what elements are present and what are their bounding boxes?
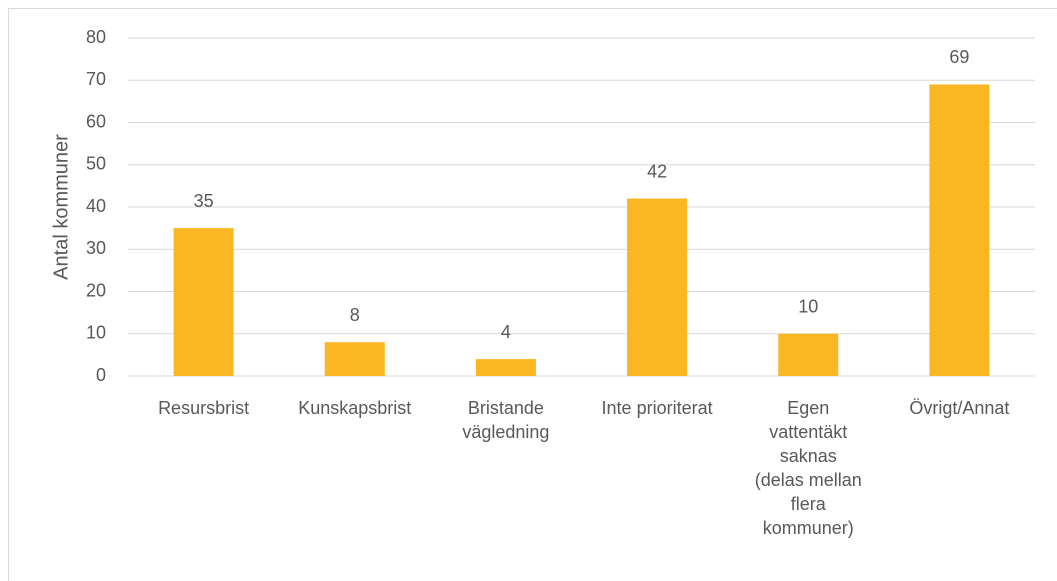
data-label: 10: [798, 297, 818, 317]
data-label: 69: [949, 47, 969, 67]
data-label: 42: [647, 161, 667, 181]
data-label: 4: [501, 322, 511, 342]
chart-border: [8, 8, 1057, 581]
bar: [173, 228, 234, 376]
bar: [627, 198, 688, 376]
bar: [778, 333, 839, 376]
x-tick-label: Resursbrist: [158, 398, 250, 418]
x-tick-label: Egen vattentäkt saknas (delas mellan fle…: [754, 398, 862, 538]
y-tick-label: 80: [86, 27, 106, 47]
y-tick-label: 30: [86, 238, 106, 258]
y-tick-label: 70: [86, 69, 106, 89]
y-tick-label: 10: [86, 323, 106, 343]
y-tick-label: 50: [86, 154, 106, 174]
y-tick-label: 20: [86, 280, 106, 300]
x-tick-label: Kunskapsbrist: [298, 398, 412, 418]
bar: [929, 84, 990, 376]
data-label: 8: [350, 305, 360, 325]
bar: [475, 359, 536, 376]
bar: [324, 342, 385, 376]
x-tick-label: Bristande vägledning: [462, 398, 550, 442]
data-label: 35: [194, 191, 214, 211]
y-tick-label: 0: [96, 365, 106, 385]
y-tick-label: 40: [86, 196, 106, 216]
y-tick-label: 60: [86, 111, 106, 131]
x-tick-label: Inte prioriterat: [601, 398, 713, 418]
x-tick-label: Övrigt/Annat: [909, 398, 1010, 418]
y-axis-title: Antal kommuner: [50, 134, 72, 280]
